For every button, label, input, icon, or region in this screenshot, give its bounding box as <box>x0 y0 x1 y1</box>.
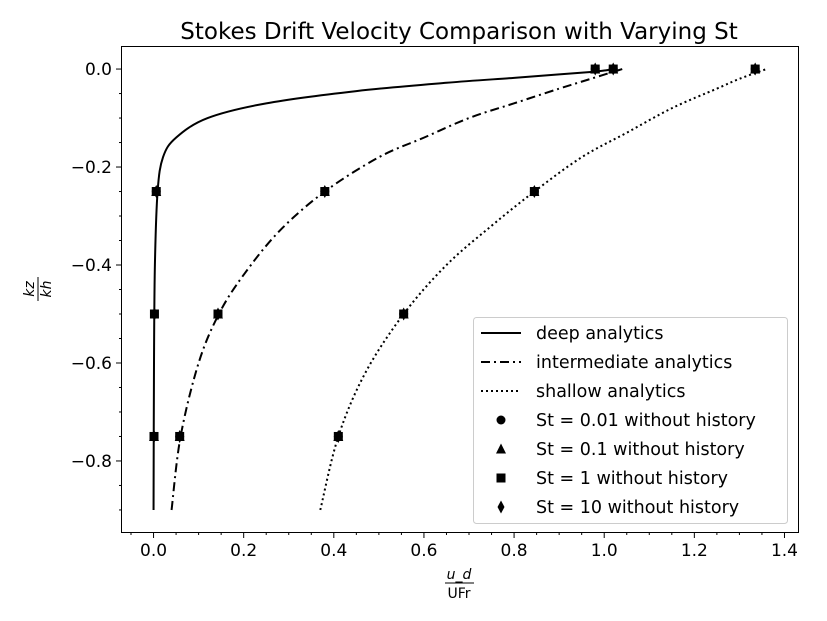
legend-label-0: deep analytics <box>536 324 664 344</box>
y-tick-label-3: −0.6 <box>71 354 112 374</box>
y-tick-label-4: −0.8 <box>71 452 112 472</box>
data-point-6-6 <box>321 185 329 199</box>
legend-entry-3: St = 0.01 without history <box>496 411 756 431</box>
legend-marker-5 <box>496 473 506 483</box>
chart-title: Stokes Drift Velocity Comparison with Va… <box>180 19 737 45</box>
series-0 <box>152 68 614 510</box>
x-tick-label-6: 1.2 <box>681 541 708 561</box>
series-1 <box>170 68 623 511</box>
y-tick-label-0: 0.0 <box>85 60 112 80</box>
legend-entry-4: St = 0.1 without history <box>496 440 745 460</box>
data-point-6-1 <box>150 307 158 321</box>
series-line-2 <box>319 68 767 511</box>
legend-entry-2: shallow analytics <box>481 382 685 402</box>
legend-box <box>473 317 788 524</box>
legend-marker-3 <box>496 415 506 425</box>
y-axis: 0.0 −0.2 −0.4 −0.6 −0.8 <box>71 60 122 511</box>
data-point-6-5 <box>214 307 222 321</box>
y-axis-label-numerator: kz <box>22 281 38 297</box>
series-2 <box>319 68 767 511</box>
data-point-6-11 <box>751 62 759 76</box>
x-tick-label-4: 0.8 <box>501 541 528 561</box>
legend-label-3: St = 0.01 without history <box>536 411 756 431</box>
legend-entry-6: St = 10 without history <box>497 498 739 518</box>
data-point-6-4 <box>176 429 184 443</box>
legend-label-4: St = 0.1 without history <box>536 440 745 460</box>
x-tick-label-7: 1.4 <box>771 541 798 561</box>
data-point-6-9 <box>400 307 408 321</box>
series-line-1 <box>170 68 623 511</box>
legend-label-2: shallow analytics <box>536 382 685 402</box>
x-axis-label-denominator: UFr <box>447 586 470 602</box>
series-6 <box>150 62 759 443</box>
x-axis-label: u_d UFr <box>445 567 474 602</box>
x-tick-label-2: 0.4 <box>320 541 347 561</box>
data-point-6-0 <box>150 429 158 443</box>
x-axis-label-numerator: u_d <box>447 567 472 583</box>
data-point-6-2 <box>152 185 160 199</box>
legend-marker-4 <box>496 443 506 454</box>
x-tick-label-5: 1.0 <box>591 541 618 561</box>
x-tick-label-1: 0.2 <box>230 541 257 561</box>
legend: deep analytics intermediate analytics shal… <box>473 317 788 524</box>
legend-marker-6 <box>497 500 505 514</box>
legend-label-5: St = 1 without history <box>536 469 728 489</box>
legend-entry-1: intermediate analytics <box>481 353 732 373</box>
legend-label-6: St = 10 without history <box>536 498 739 518</box>
data-point-6-3 <box>591 62 599 76</box>
data-point-6-10 <box>530 185 538 199</box>
data-point-6-8 <box>334 429 342 443</box>
x-axis: 0.0 0.2 0.4 0.6 0.8 1.0 1.2 1.4 <box>130 532 798 561</box>
legend-entry-0: deep analytics <box>481 324 664 344</box>
y-tick-label-2: −0.4 <box>71 256 112 276</box>
y-axis-label: kz kh <box>22 277 55 301</box>
x-tick-label-3: 0.6 <box>410 541 437 561</box>
data-point-6-7 <box>609 62 617 76</box>
legend-entry-5: St = 1 without history <box>496 469 728 489</box>
y-axis-label-denominator: kh <box>39 281 55 298</box>
x-tick-label-0: 0.0 <box>140 541 167 561</box>
plot-area <box>148 62 767 511</box>
series-line-0 <box>152 68 614 510</box>
legend-label-1: intermediate analytics <box>536 353 732 373</box>
y-tick-label-1: −0.2 <box>71 158 112 178</box>
